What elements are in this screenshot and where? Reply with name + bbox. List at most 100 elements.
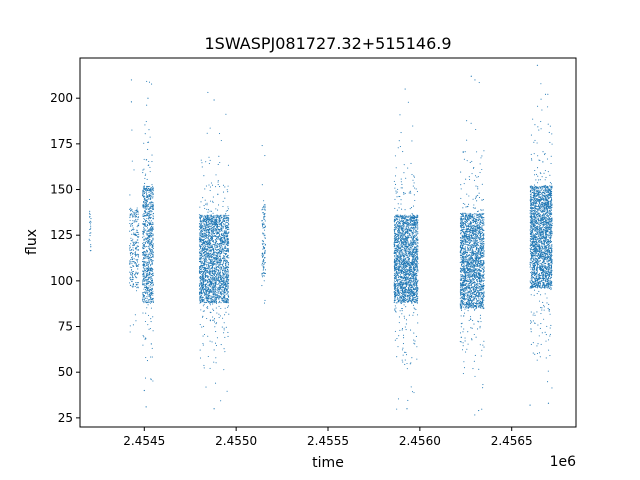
data-point (152, 233, 154, 235)
data-point (227, 306, 229, 308)
data-point (398, 250, 400, 252)
data-point (213, 227, 215, 229)
data-point (221, 297, 223, 299)
data-point (404, 209, 406, 211)
data-point (225, 301, 228, 303)
data-point (136, 259, 138, 261)
data-point (212, 273, 214, 275)
data-point (151, 245, 153, 247)
data-point (134, 262, 136, 264)
data-point (137, 253, 139, 255)
data-point (200, 228, 202, 230)
data-point (199, 357, 202, 359)
data-point (144, 377, 147, 379)
data-point (151, 154, 153, 156)
data-point (147, 141, 149, 143)
data-point (224, 273, 226, 275)
data-point (146, 287, 148, 289)
data-point (224, 262, 226, 265)
data-point (221, 241, 223, 243)
data-point (200, 243, 203, 245)
data-point (151, 230, 153, 232)
data-point (410, 266, 412, 268)
data-point (148, 237, 150, 239)
data-point (209, 274, 211, 276)
data-point (134, 273, 136, 275)
data-point (207, 275, 209, 277)
data-point (148, 269, 150, 271)
data-point (211, 214, 213, 216)
data-point (136, 211, 138, 213)
data-point (209, 210, 211, 212)
data-point (218, 316, 220, 319)
data-point (407, 277, 409, 279)
data-point (199, 219, 202, 221)
data-point (147, 255, 149, 257)
data-point (209, 280, 211, 282)
data-point (145, 221, 147, 223)
data-point (212, 250, 215, 252)
data-point (203, 285, 205, 287)
data-point (135, 265, 138, 267)
data-point (148, 290, 151, 292)
data-point (150, 235, 152, 237)
data-point (151, 230, 153, 232)
data-point (149, 292, 151, 295)
data-point (145, 291, 147, 293)
data-point (207, 264, 209, 267)
data-point (205, 203, 207, 205)
data-point (143, 292, 145, 294)
data-point (261, 209, 263, 211)
data-point (134, 255, 137, 257)
data-point (395, 223, 397, 225)
data-point (200, 249, 202, 251)
data-point (222, 200, 224, 202)
data-point (148, 220, 150, 222)
data-point (401, 187, 403, 189)
data-point (134, 314, 136, 316)
data-point (143, 245, 145, 248)
data-point (131, 271, 133, 273)
data-point (206, 292, 208, 294)
data-point (397, 250, 399, 252)
data-point (198, 251, 201, 253)
data-point (224, 245, 226, 247)
data-point (129, 253, 131, 255)
data-point (152, 269, 154, 271)
data-point (222, 276, 224, 278)
data-point (210, 270, 212, 272)
data-point (132, 275, 134, 277)
data-point (130, 249, 132, 251)
data-point (217, 204, 220, 206)
data-point (145, 271, 147, 273)
data-point (209, 340, 211, 342)
data-point (206, 276, 208, 278)
data-point (131, 252, 133, 254)
data-point (400, 187, 402, 189)
data-point (143, 195, 145, 197)
data-point (263, 302, 266, 304)
data-point (149, 231, 151, 233)
data-point (142, 228, 145, 230)
data-point (147, 267, 149, 269)
data-point (143, 206, 145, 208)
data-point (129, 277, 131, 279)
data-point (144, 124, 146, 126)
data-point (134, 243, 136, 245)
data-point (209, 297, 211, 299)
data-point (213, 267, 216, 269)
data-point (142, 259, 144, 261)
data-point (414, 219, 416, 222)
data-point (403, 226, 405, 228)
data-point (147, 196, 149, 198)
data-point (132, 285, 134, 287)
data-point (148, 240, 150, 242)
data-point (147, 265, 149, 267)
data-point (403, 229, 406, 231)
data-point (228, 241, 230, 244)
data-point (399, 234, 401, 236)
data-point (218, 296, 220, 298)
data-point (133, 241, 135, 243)
data-point (210, 262, 213, 264)
data-point (150, 240, 152, 242)
